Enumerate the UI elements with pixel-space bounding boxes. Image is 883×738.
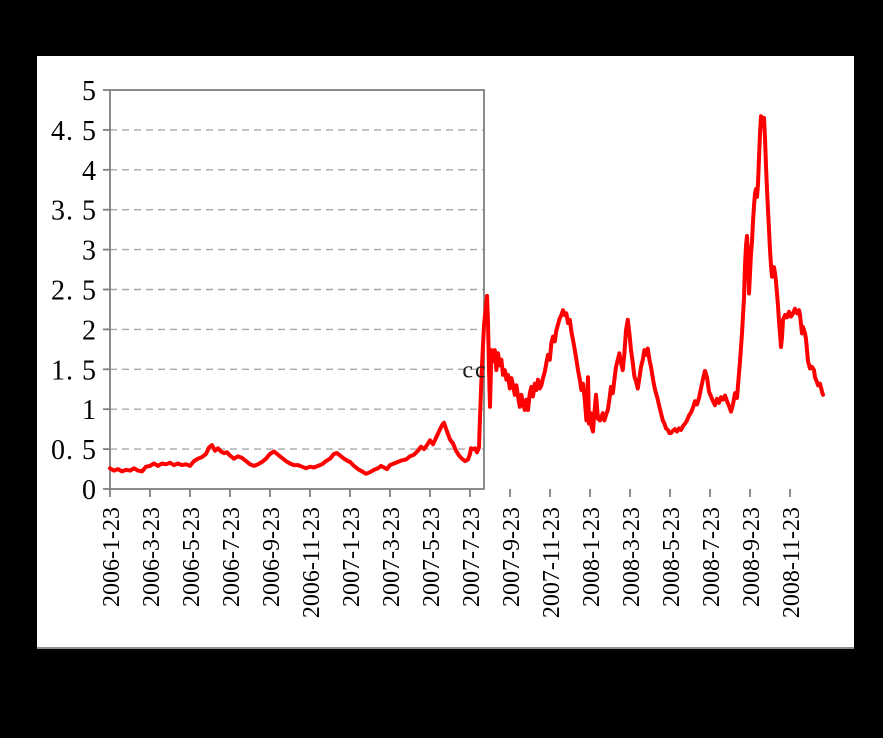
- y-tick-label: 0: [82, 475, 97, 506]
- x-tick-label: 2006-11-23: [299, 507, 325, 618]
- x-tick-label: 2008-9-23: [739, 507, 765, 607]
- y-tick-label: 2: [82, 315, 97, 346]
- x-tick-label: 2008-11-23: [779, 507, 805, 618]
- data-series-line: [108, 114, 825, 476]
- x-tick-label: 2007-11-23: [539, 507, 565, 618]
- x-tick-label: 2007-3-23: [379, 507, 405, 607]
- x-tick-label: 2008-3-23: [619, 507, 645, 607]
- y-tick-label: 2. 5: [51, 276, 97, 307]
- chart-panel: [37, 56, 854, 649]
- y-tick-label: 3. 5: [51, 196, 97, 227]
- y-tick-label: 0. 5: [51, 435, 97, 466]
- x-tick-label: 2007-1-23: [339, 507, 365, 607]
- x-tick-label: 2008-1-23: [579, 507, 605, 607]
- x-tick-label: 2006-1-23: [99, 507, 125, 607]
- x-tick-label: 2006-5-23: [179, 507, 205, 607]
- x-tick-label: 2006-7-23: [219, 507, 245, 607]
- y-tick-label: 5: [82, 76, 97, 107]
- y-tick-label: 4. 5: [51, 116, 97, 147]
- y-tick-label: 1. 5: [51, 355, 97, 386]
- y-tick-label: 4: [82, 156, 97, 187]
- x-tick-label: 2007-5-23: [419, 507, 445, 607]
- x-tick-label: 2007-9-23: [499, 507, 525, 607]
- x-tick-label: 2008-7-23: [699, 507, 725, 607]
- x-tick-label: 2006-9-23: [259, 507, 285, 607]
- x-tick-label: 2008-5-23: [659, 507, 685, 607]
- y-tick-label: 1: [82, 395, 97, 426]
- x-tick-label: 2006-3-23: [139, 507, 165, 607]
- x-tick-label: 2007-7-23: [459, 507, 485, 607]
- y-tick-label: 3: [82, 236, 97, 267]
